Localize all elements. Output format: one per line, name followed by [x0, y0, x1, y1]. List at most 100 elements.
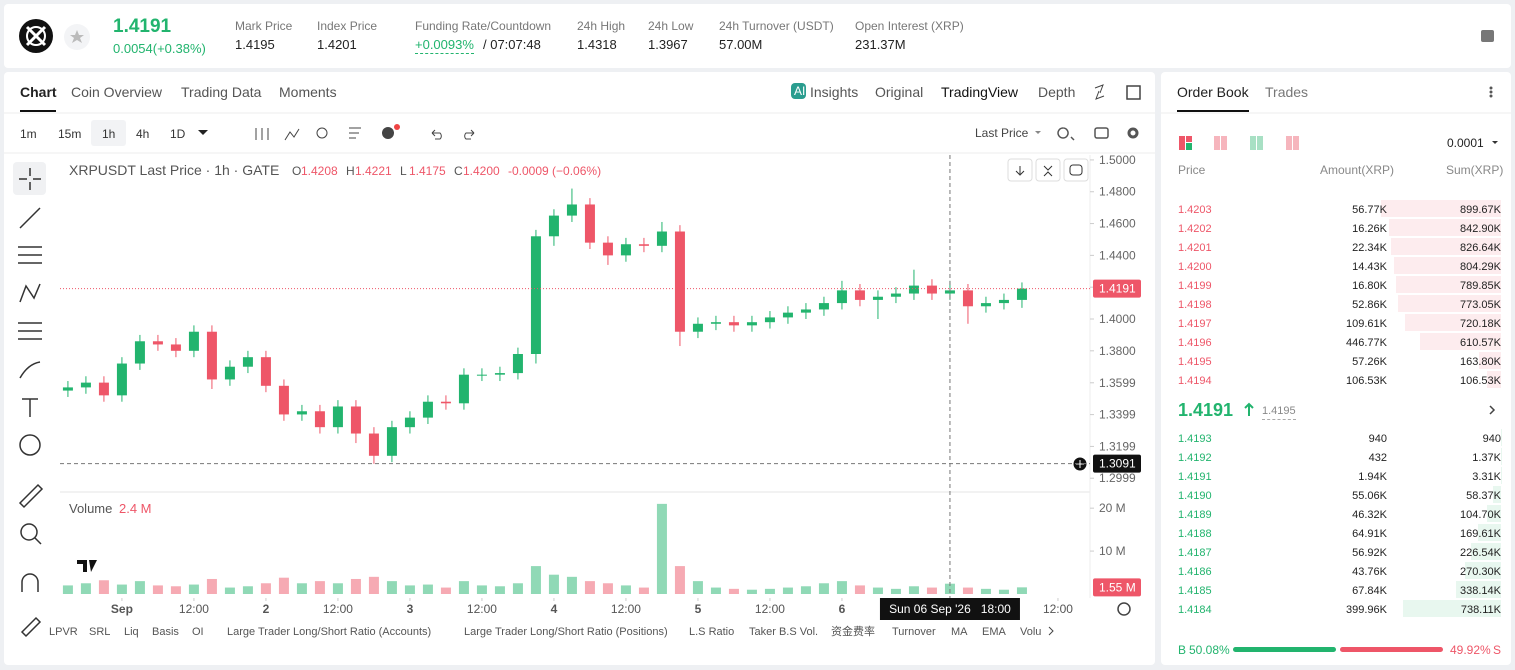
volume-bar	[80, 583, 91, 594]
chart-tab[interactable]: Trading Data	[181, 84, 262, 100]
legend-change: -0.0009 (−0.06%)	[508, 164, 602, 178]
chart-tab[interactable]: Coin Overview	[71, 84, 163, 100]
book-sum: 226.54K	[1460, 547, 1501, 559]
stat-value: 57.00M	[719, 37, 763, 52]
book-sum: 610.57K	[1460, 337, 1501, 349]
interval[interactable]: 1h	[102, 127, 116, 141]
volume-bar	[1016, 587, 1027, 594]
book-amount: 14.43K	[1352, 261, 1387, 273]
candle-body	[296, 411, 307, 415]
interval[interactable]: 1m	[20, 127, 37, 141]
view-tab[interactable]: Original	[875, 84, 924, 100]
indicator[interactable]: LPVR	[49, 626, 78, 638]
candle-body	[818, 303, 829, 310]
price-source[interactable]: Last Price	[975, 126, 1029, 140]
volume-bar	[440, 587, 451, 594]
candle-body	[278, 385, 289, 415]
depth-bar	[1479, 352, 1501, 369]
indicator[interactable]: Turnover	[892, 626, 936, 638]
indicator[interactable]: 资金费率	[831, 626, 875, 638]
stat-extra: / 07:07:48	[483, 37, 541, 52]
indicator[interactable]: L.S Ratio	[689, 626, 735, 638]
indicator[interactable]: EMA	[982, 626, 1006, 638]
precision[interactable]: 0.0001	[1447, 136, 1484, 150]
book-sum: 338.14K	[1460, 585, 1501, 597]
book-price: 1.4195	[1178, 356, 1212, 368]
chart-tab[interactable]: Chart	[20, 84, 57, 100]
y-tick-label: 1.2999	[1099, 471, 1136, 485]
stat-value: +0.0093%	[415, 37, 474, 54]
interval[interactable]: 15m	[58, 127, 82, 141]
candle-body	[530, 236, 541, 354]
volume-bar	[674, 566, 685, 594]
view-tab[interactable]: TradingView	[941, 84, 1019, 100]
indicator[interactable]: Large Trader Long/Short Ratio (Accounts)	[227, 626, 432, 638]
candle-body	[620, 244, 631, 256]
buy-ratio: 50.08%	[1189, 643, 1230, 657]
book-sum: 940	[1482, 433, 1501, 445]
volume-bar	[710, 587, 721, 594]
mark-price: 1.4195	[1262, 403, 1296, 420]
indicator[interactable]: SRL	[89, 626, 111, 638]
volume-bar	[764, 588, 775, 594]
indicator[interactable]: Liq	[124, 626, 139, 638]
book-amount: 432	[1368, 452, 1387, 464]
book-price: 1.4202	[1178, 223, 1212, 235]
sell-side: S	[1493, 643, 1502, 657]
chart-tab[interactable]: Moments	[279, 84, 337, 100]
header-price: 1.4191	[113, 16, 172, 37]
y-tick-label: 10 M	[1099, 544, 1126, 558]
depth-bar	[1487, 505, 1501, 522]
interval[interactable]: 4h	[136, 127, 150, 141]
volume-bar	[998, 589, 1009, 594]
indicator[interactable]: Taker B.S Vol.	[749, 626, 819, 638]
candle-body	[962, 290, 973, 307]
candle-body	[188, 331, 199, 351]
book-sum: 899.67K	[1460, 204, 1501, 216]
indicator[interactable]: Large Trader Long/Short Ratio (Positions…	[464, 626, 668, 638]
view-tab[interactable]: Depth	[1038, 84, 1076, 100]
candle-body	[1016, 288, 1027, 300]
volume-title: Volume	[69, 501, 113, 516]
buy-side: B	[1178, 643, 1187, 657]
stat-label: Funding Rate/Countdown	[415, 19, 552, 33]
candle-body	[368, 433, 379, 456]
volume-legend: 2.4 M	[119, 501, 152, 516]
buy-ratio-bar	[1233, 647, 1337, 652]
y-tick-label: 1.4000	[1099, 312, 1136, 326]
book-tab[interactable]: Order Book	[1177, 84, 1249, 100]
candle-body	[908, 285, 919, 294]
indicator[interactable]: Basis	[152, 626, 179, 638]
chart-title: XRPUSDT Last Price · 1h · GATE	[69, 162, 280, 178]
book-amount: 46.32K	[1352, 509, 1387, 521]
book-price: 1.4194	[1178, 375, 1212, 387]
indicator[interactable]: Volu	[1020, 626, 1042, 638]
view-tab[interactable]: Insights	[810, 84, 859, 100]
header-change: 0.0054(+0.38%)	[113, 41, 206, 56]
x-tick-label: Sep	[111, 602, 133, 616]
candle-body	[710, 322, 721, 324]
candle-body	[656, 231, 667, 246]
depth-bar	[1464, 562, 1501, 579]
volume-bar	[656, 503, 667, 594]
volume-bar	[638, 587, 649, 594]
depth-bar	[1404, 314, 1501, 331]
book-price: 1.4196	[1178, 337, 1212, 349]
interval[interactable]: 1D	[170, 127, 186, 141]
book-tab[interactable]: Trades	[1265, 84, 1309, 100]
candle-body	[890, 293, 901, 297]
book-sum: 104.70K	[1460, 509, 1501, 521]
book-amount: 109.61K	[1346, 318, 1387, 330]
indicator[interactable]: MA	[951, 626, 968, 638]
indicator[interactable]: OI	[192, 626, 204, 638]
chart-panel	[4, 72, 1155, 665]
volume-bar	[890, 588, 901, 594]
book-price: 1.4188	[1178, 528, 1212, 540]
candle-body	[404, 417, 415, 428]
book-sum: 163.80K	[1460, 356, 1501, 368]
candle-body	[674, 231, 685, 332]
y-tick-label: 1.4600	[1099, 217, 1136, 231]
candle-body	[350, 406, 361, 434]
candle-body	[584, 204, 595, 243]
sell-ratio: 49.92%	[1450, 643, 1491, 657]
